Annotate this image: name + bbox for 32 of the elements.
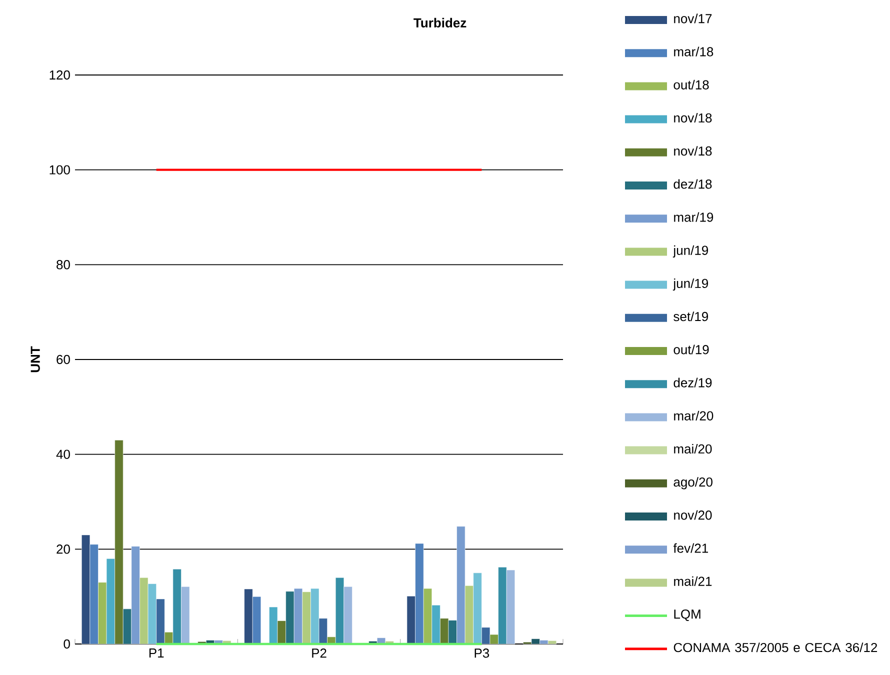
legend-label: CONAMA 357/2005 e CECA 36/12	[674, 642, 878, 652]
y-tick-label: 60	[56, 354, 70, 364]
x-tick-label: P3	[474, 648, 490, 658]
legend-label: dez/18	[674, 179, 712, 189]
legend-label: fev/21	[673, 543, 708, 553]
legend-label: nov/17	[674, 14, 712, 24]
legend-label: nov/20	[674, 510, 712, 520]
y-tick-label: 0	[64, 639, 70, 649]
chart-title: Turbidez	[414, 18, 466, 28]
y-tick-label: 80	[56, 260, 70, 270]
legend-label: jun/19	[672, 245, 708, 258]
y-tick-label: 120	[50, 70, 70, 80]
x-tick-label: P2	[312, 648, 326, 658]
legend-label: nov/18	[674, 146, 712, 156]
legend-label: out/19	[674, 344, 709, 354]
y-tick-label: 40	[56, 450, 70, 459]
legend-label: mar/18	[674, 46, 714, 56]
legend-label: mai/20	[674, 444, 712, 454]
legend-label: mar/19	[674, 212, 714, 222]
legend-label: set/19	[674, 312, 708, 322]
legend-label: jun/19	[672, 278, 708, 291]
y-tick-label: 100	[50, 165, 70, 174]
legend-label: out/18	[674, 80, 709, 90]
legend-label: mai/21	[674, 576, 712, 586]
legend-label: mar/20	[674, 410, 714, 420]
y-axis-title: UNT	[30, 346, 40, 372]
y-tick-label: 20	[56, 544, 70, 554]
legend-label: ago/20	[674, 477, 712, 490]
x-tick-label: P1	[149, 648, 164, 658]
legend-label: dez/19	[674, 378, 712, 388]
legend-label: LQM	[674, 609, 700, 622]
legend-label: nov/18	[674, 112, 712, 123]
